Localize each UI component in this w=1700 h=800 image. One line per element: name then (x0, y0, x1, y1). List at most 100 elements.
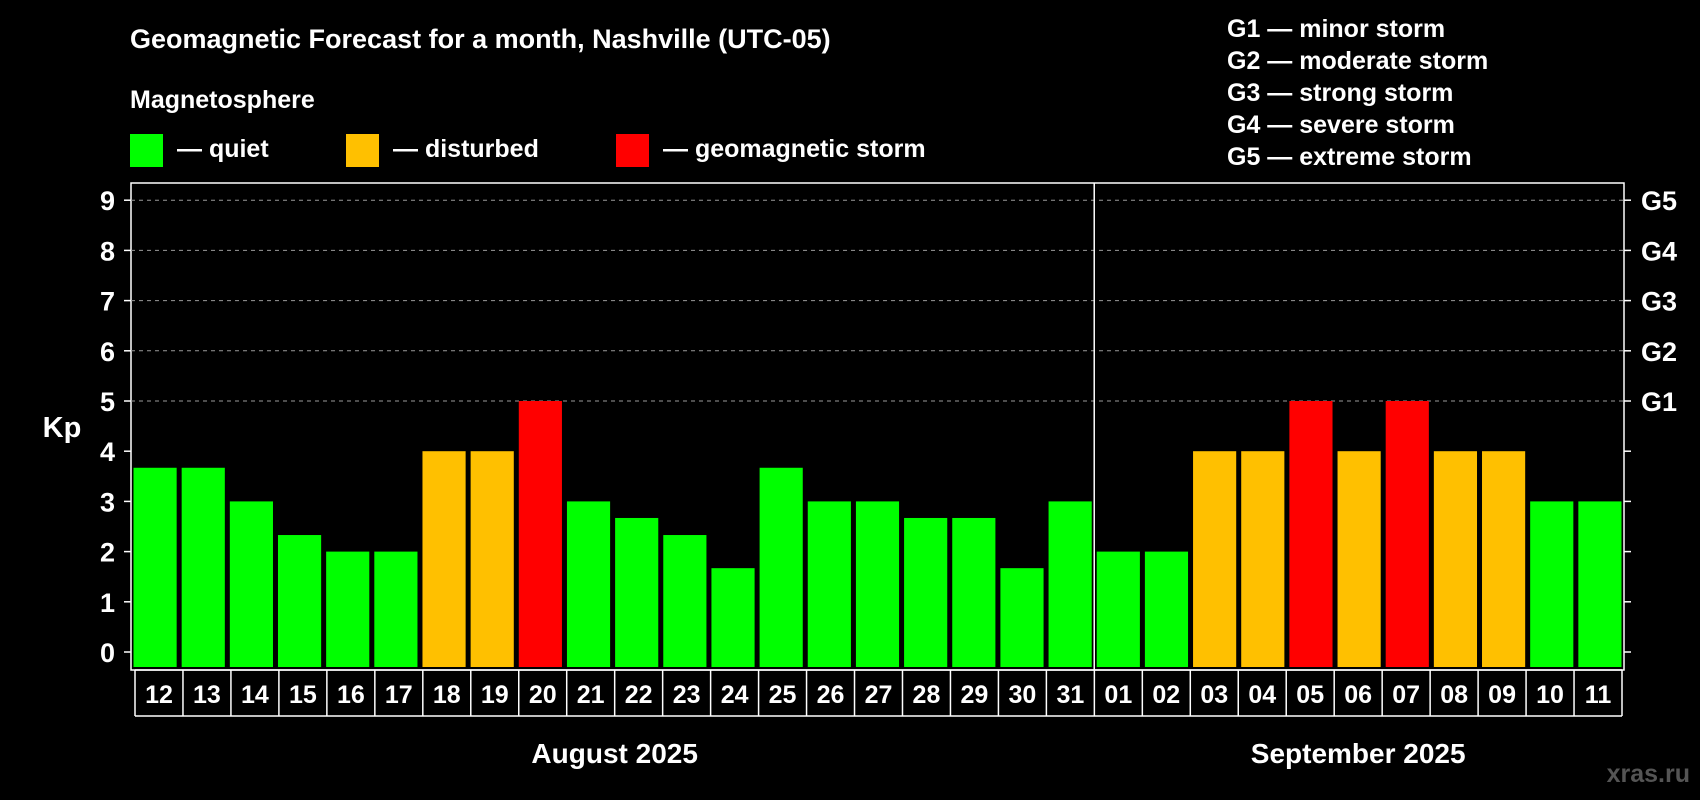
bar-13 (181, 467, 225, 667)
bar-17 (374, 551, 418, 667)
y-tick-label: 5 (100, 387, 115, 417)
bar-21 (566, 501, 611, 667)
bar-22 (615, 517, 659, 667)
day-label: 09 (1488, 681, 1516, 709)
month-labels: August 2025 September 2025 (531, 738, 1465, 769)
legend-label-disturbed: — disturbed (393, 135, 539, 163)
legend-heading: Magnetosphere (130, 86, 315, 114)
day-label: 08 (1440, 681, 1468, 709)
month-label-0: August 2025 (531, 738, 698, 769)
day-label: 31 (1056, 681, 1084, 709)
y-axis-ticks: 0 1 2 3 4 5 6 7 8 9 (100, 186, 131, 668)
day-label: 02 (1152, 681, 1180, 709)
bar-26 (807, 501, 851, 667)
storm-level-label-g5: G5 (1641, 186, 1677, 216)
storm-level-label-g2: G2 (1641, 337, 1677, 367)
bar-25 (759, 467, 803, 667)
legend-label-quiet: — quiet (177, 135, 269, 163)
day-label: 15 (289, 681, 317, 709)
bar-30 (1000, 568, 1044, 667)
bar-28 (904, 517, 948, 667)
day-label: 03 (1200, 681, 1228, 709)
day-label: 05 (1296, 681, 1324, 709)
day-label: 04 (1248, 681, 1276, 709)
day-label: 19 (481, 681, 509, 709)
legend-swatch-quiet (130, 134, 163, 167)
bar-09 (1482, 451, 1526, 667)
bar-19 (470, 451, 514, 667)
y-tick-label: 1 (100, 588, 115, 618)
bars (133, 401, 1622, 667)
day-label: 25 (769, 681, 797, 709)
y-tick-label: 9 (100, 186, 115, 216)
bar-20 (518, 401, 562, 667)
y-tick-label: 7 (100, 287, 115, 317)
day-label: 14 (241, 681, 269, 709)
bar-15 (277, 535, 322, 667)
storm-scale-g3: G3 — strong storm (1227, 79, 1453, 107)
day-label: 10 (1536, 681, 1564, 709)
day-label: 13 (193, 681, 221, 709)
storm-scale-g4: G4 — severe storm (1227, 111, 1455, 139)
bar-08 (1433, 451, 1478, 667)
bar-02 (1144, 551, 1189, 667)
storm-level-axis: G1 G2 G3 G4 G5 (1624, 186, 1677, 653)
month-label-1: September 2025 (1251, 738, 1466, 769)
storm-scale-g5: G5 — extreme storm (1227, 143, 1472, 171)
day-label: 26 (817, 681, 845, 709)
day-label: 01 (1104, 681, 1132, 709)
storm-scale-g2: G2 — moderate storm (1227, 47, 1488, 75)
y-tick-label: 4 (100, 437, 115, 467)
y-axis-label: Kp (43, 412, 82, 444)
bar-05 (1289, 401, 1333, 667)
storm-level-label-g3: G3 (1641, 287, 1677, 317)
storm-level-label-g1: G1 (1641, 387, 1677, 417)
legend-swatch-storm (616, 134, 649, 167)
day-label: 11 (1585, 681, 1612, 709)
y-tick-label: 2 (100, 538, 115, 568)
day-label: 23 (673, 681, 701, 709)
gridlines (131, 183, 1624, 670)
bar-06 (1337, 451, 1381, 667)
bar-11 (1578, 501, 1622, 667)
chart-title: Geomagnetic Forecast for a month, Nashvi… (130, 24, 831, 54)
bar-03 (1193, 451, 1237, 667)
bar-29 (952, 517, 996, 667)
bar-18 (422, 451, 466, 667)
day-label: 30 (1008, 681, 1036, 709)
day-label: 28 (913, 681, 941, 709)
bar-07 (1385, 401, 1429, 667)
day-label: 12 (145, 681, 173, 709)
day-label: 17 (385, 681, 413, 709)
y-tick-label: 0 (100, 638, 115, 668)
bar-27 (855, 501, 900, 667)
bar-04 (1241, 451, 1285, 667)
day-label: 22 (625, 681, 653, 709)
day-labels: 12 13 14 15 16 17 18 19 20 21 22 23 24 25 26 27 28 29 30 31… (134, 669, 1623, 717)
day-label: 18 (433, 681, 461, 709)
legend-swatch-disturbed (346, 134, 379, 167)
bar-31 (1048, 501, 1092, 667)
storm-level-label-g4: G4 (1641, 236, 1677, 266)
day-label: 07 (1392, 681, 1420, 709)
day-label: 06 (1344, 681, 1372, 709)
bar-23 (663, 535, 707, 667)
watermark: xras.ru (1607, 760, 1690, 788)
bar-01 (1096, 551, 1140, 667)
legend-label-storm: — geomagnetic storm (663, 135, 926, 163)
day-label: 16 (337, 681, 365, 709)
y-tick-label: 6 (100, 337, 115, 367)
bar-24 (711, 568, 755, 667)
bar-10 (1530, 501, 1574, 667)
day-label: 24 (721, 681, 749, 709)
y-tick-label: 8 (100, 236, 115, 266)
day-label: 21 (577, 681, 605, 709)
storm-scale-g1: G1 — minor storm (1227, 15, 1445, 43)
bar-14 (229, 501, 273, 667)
day-label: 29 (961, 681, 989, 709)
day-label: 27 (865, 681, 893, 709)
bar-12 (133, 467, 177, 667)
y-tick-label: 3 (100, 487, 115, 517)
day-label: 20 (529, 681, 557, 709)
